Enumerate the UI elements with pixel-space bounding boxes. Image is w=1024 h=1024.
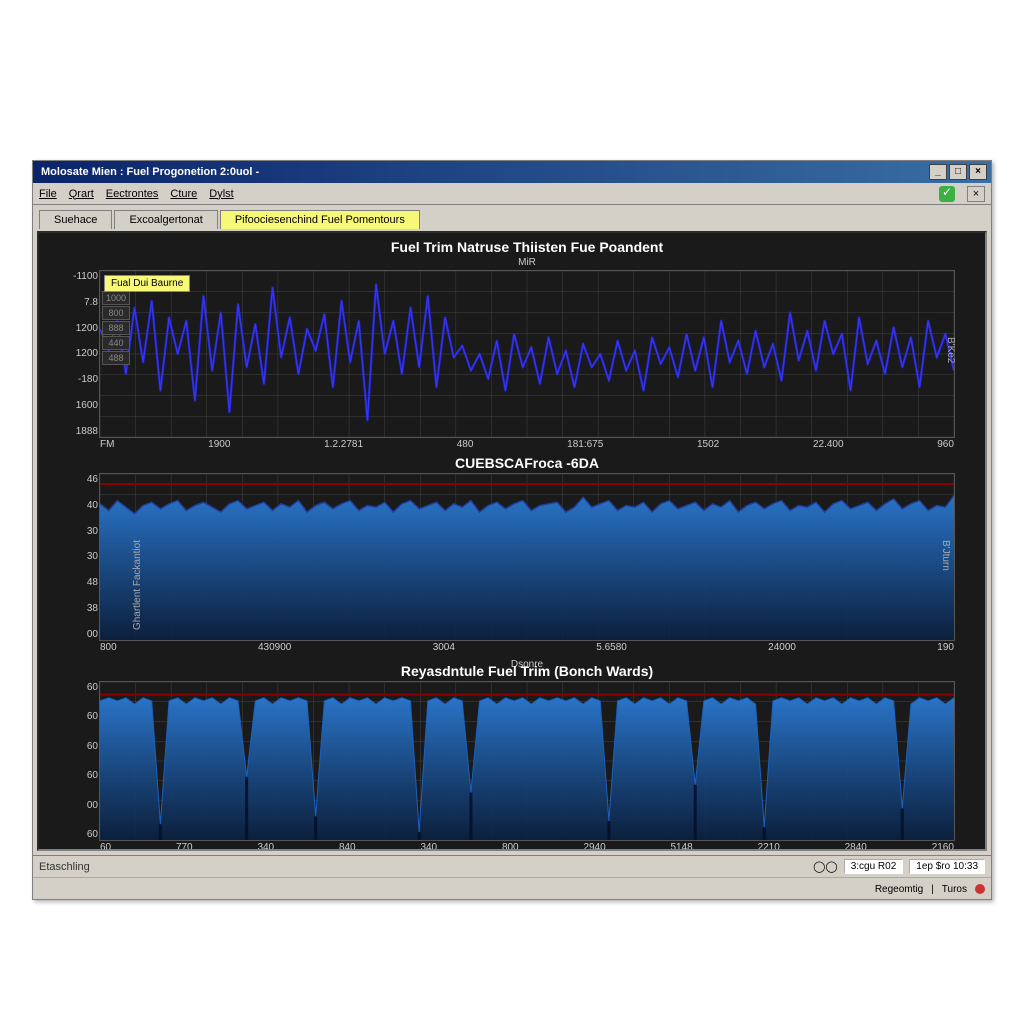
panel1-title: Fuel Trim Natruse Thiisten Fue Poandent [99, 239, 955, 255]
panel2-left-label: Ghartlent Fackantiot [132, 540, 143, 630]
tab-suehace[interactable]: Suehace [39, 210, 112, 229]
plot3[interactable]: 606060600060 607703408403408002940514822… [99, 681, 955, 841]
tab-fuel-pomentours[interactable]: Pifoociesenchind Fuel Pomentours [220, 210, 420, 229]
plot1[interactable]: Fual Dui Baurne 1000800888440488 -11007.… [99, 270, 955, 438]
panel-fuel-trim: Fuel Trim Natruse Thiisten Fue Poandent … [99, 235, 955, 438]
statusbar-row2: Regeomtig | Turos [33, 878, 991, 900]
menu-dylst[interactable]: Dylst [209, 188, 233, 200]
window-buttons: _ □ × [929, 164, 987, 180]
menubar: File Qrart Eectrontes Cture Dylst × [33, 183, 991, 205]
status-box1: 3:cgu R02 [844, 859, 904, 874]
panel1-yaxis: -11007.812001200-18016001888 [44, 271, 98, 437]
record-indicator-icon [975, 884, 985, 894]
menu-file[interactable]: File [39, 188, 57, 200]
status-left-text: Etaschling [39, 861, 813, 873]
status-turos[interactable]: Turos [942, 884, 967, 895]
panel-reyasdntule: Reyasdntule Fuel Trim (Bonch Wards) 6060… [99, 659, 955, 841]
titlebar: Molosate Mien : Fuel Progonetion 2:0uol … [33, 161, 991, 183]
status-regeomtig[interactable]: Regeomtig [875, 884, 923, 895]
panel3-title: Reyasdntule Fuel Trim (Bonch Wards) [99, 663, 955, 679]
panel1-legend: Fual Dui Baurne [104, 275, 190, 292]
menu-cture[interactable]: Cture [170, 188, 197, 200]
pane-close-button[interactable]: × [967, 186, 985, 202]
panel3-xaxis: 6077034084034080029405148221028402160 [100, 842, 954, 851]
panel-cuebsca: CUEBSCAFroca -6DA 46403030483800 8004309… [99, 451, 955, 641]
tab-excoalgertonat[interactable]: Excoalgertonat [114, 210, 217, 229]
panel1-right-label: B'Ke2 [945, 337, 956, 363]
panel2-xaxis: 80043090030045.658024000190 [100, 642, 954, 656]
plot2[interactable]: 46403030483800 80043090030045.6580240001… [99, 473, 955, 641]
tabstrip: Suehace Excoalgertonat Pifoociesenchind … [33, 205, 991, 229]
panel1-subtitle: MiR [99, 257, 955, 268]
panel2-yaxis: 46403030483800 [44, 474, 98, 640]
menu-qrart[interactable]: Qrart [69, 188, 94, 200]
menu-eectrontes[interactable]: Eectrontes [106, 188, 159, 200]
statusbar: Etaschling ◯◯ 3:cgu R02 1ep $ro 10:33 Re… [33, 855, 991, 899]
status-box2: 1ep $ro 10:33 [909, 859, 985, 874]
panel1-y-sidebar: 1000800888440488 [102, 291, 130, 366]
close-button[interactable]: × [969, 164, 987, 180]
minimize-button[interactable]: _ [929, 164, 947, 180]
window-title: Molosate Mien : Fuel Progonetion 2:0uol … [37, 166, 929, 178]
status-cam-icon: ◯◯ [813, 860, 838, 873]
panel2-right-label: B'Jturn [940, 540, 951, 571]
app-window: Molosate Mien : Fuel Progonetion 2:0uol … [32, 160, 992, 900]
panel2-title: CUEBSCAFroca -6DA [99, 455, 955, 471]
maximize-button[interactable]: □ [949, 164, 967, 180]
status-ok-icon [939, 186, 955, 202]
chart-area: Fuel Trim Natruse Thiisten Fue Poandent … [37, 231, 987, 851]
statusbar-row1: Etaschling ◯◯ 3:cgu R02 1ep $ro 10:33 [33, 856, 991, 878]
panel3-yaxis: 606060600060 [44, 682, 98, 840]
